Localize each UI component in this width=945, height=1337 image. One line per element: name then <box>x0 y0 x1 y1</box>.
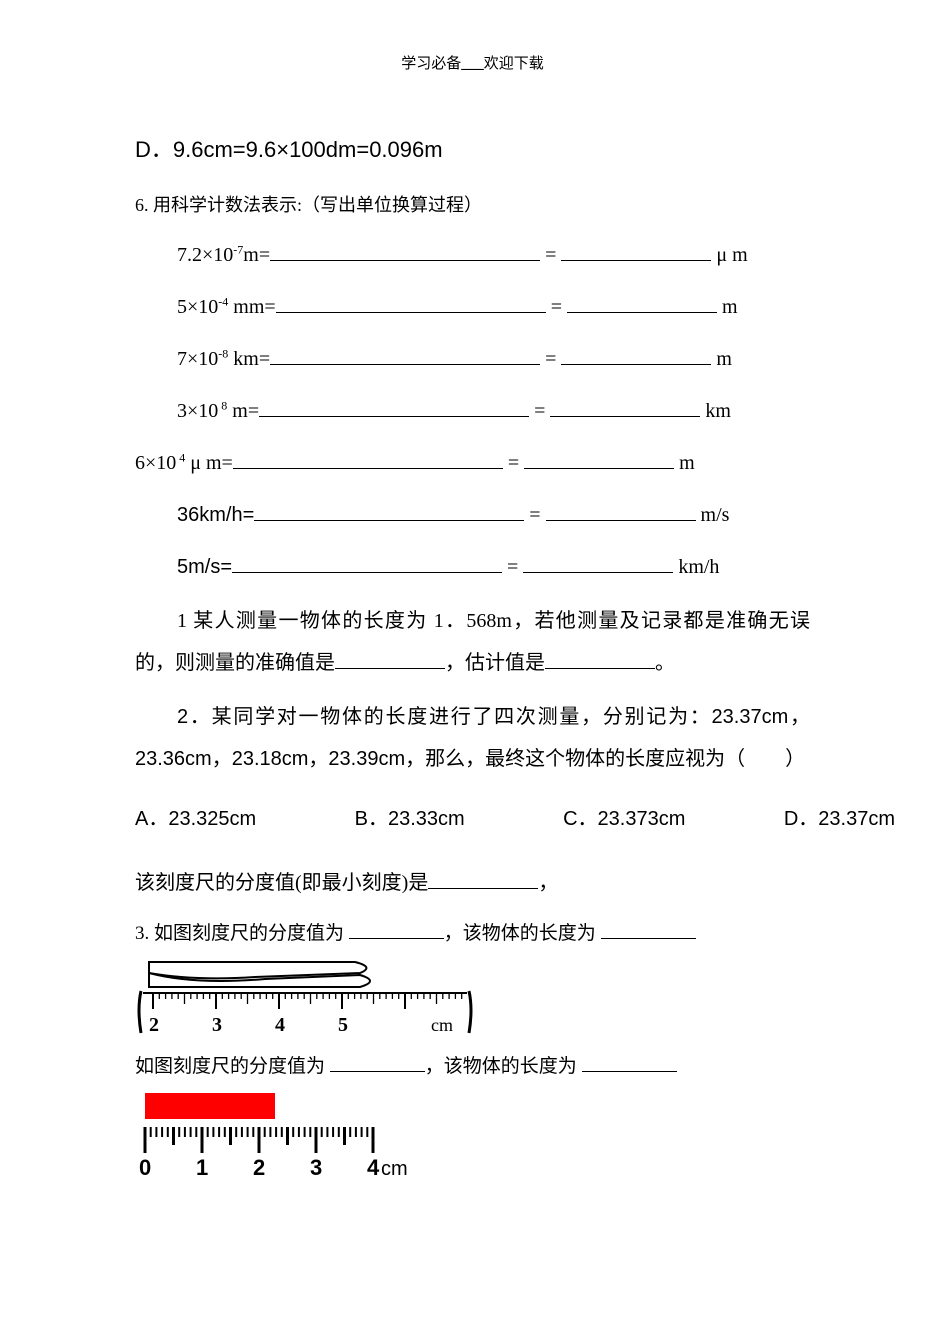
ruler2-svg: 0 1 2 3 4cm <box>135 1091 425 1181</box>
svg-text:0: 0 <box>139 1155 151 1180</box>
q3a-line: 3. 如图刻度尺的分度值为 ，该物体的长度为 <box>135 916 810 952</box>
svg-text:5: 5 <box>338 1014 348 1036</box>
page-header: 学习必备___欢迎下载 <box>135 50 810 79</box>
scale-t1: 该刻度尺的分度值(即最小刻度)是 <box>135 872 428 894</box>
q6-title: 6. 用科学计数法表示:（写出单位换算过程） <box>135 188 810 222</box>
scale-line: 该刻度尺的分度值(即最小刻度)是 ， <box>135 862 810 904</box>
svg-text:1: 1 <box>196 1155 208 1180</box>
q3a-t2: ，该物体的长度为 <box>444 923 601 944</box>
scale-blank <box>428 870 538 889</box>
svg-text:2: 2 <box>149 1014 159 1036</box>
q2-opt-b: B．23.33cm <box>355 800 465 838</box>
q1-para: 1 某人测量一物体的长度为 1．568m，若他测量及记录都是准确无误的，则测量的… <box>135 600 810 684</box>
q3b-blank-1 <box>330 1053 425 1071</box>
q2-opt-c: C．23.373cm <box>563 800 685 838</box>
conversion-line: 3×10 8 m= = km <box>135 392 810 430</box>
q2-options: A．23.325cm B．23.33cm C．23.373cm D．23.37c… <box>135 800 895 838</box>
q2-text: 2．某同学对一物体的长度进行了四次测量，分别记为：23.37cm，23.36cm… <box>135 706 810 770</box>
conversions-block: 7.2×10-7m= = μ m 5×10-4 mm= = m 7×10-8 km=… <box>135 236 810 586</box>
q3b-t2: ，该物体的长度为 <box>425 1056 582 1077</box>
q1-t3: 。 <box>655 652 675 674</box>
ruler2-wrap: 0 1 2 3 4cm <box>135 1091 810 1181</box>
q3b-line: 如图刻度尺的分度值为 ，该物体的长度为 <box>135 1049 810 1085</box>
scale-t2: ， <box>538 872 558 894</box>
q2-opt-d: D．23.37cm <box>784 800 895 838</box>
conversion-line: 5m/s= = km/h <box>135 548 810 586</box>
conversion-line: 7×10-8 km= = m <box>135 340 810 378</box>
header-sep: ___ <box>461 56 484 72</box>
conversion-line: 5×10-4 mm= = m <box>135 288 810 326</box>
option-d-text: D．9.6cm=9.6×100dm=0.096m <box>135 129 810 171</box>
q3a-blank-1 <box>349 921 444 939</box>
q1-blank-1 <box>335 650 445 669</box>
svg-text:4: 4 <box>275 1014 285 1036</box>
q3b-blank-2 <box>582 1053 677 1071</box>
svg-text:cm: cm <box>381 1158 408 1180</box>
q2-para: 2．某同学对一物体的长度进行了四次测量，分别记为：23.37cm，23.36cm… <box>135 696 810 780</box>
q2-opt-a: A．23.325cm <box>135 800 256 838</box>
header-left: 学习必备 <box>401 56 461 72</box>
svg-text:4: 4 <box>367 1155 380 1180</box>
ruler1-wrap: 2 3 4 5 cm <box>135 959 810 1039</box>
q3b-t1: 如图刻度尺的分度值为 <box>135 1056 330 1077</box>
svg-text:2: 2 <box>253 1155 265 1180</box>
q3a-blank-2 <box>601 921 696 939</box>
q1-t2: ，估计值是 <box>445 652 545 674</box>
ruler1-svg: 2 3 4 5 cm <box>135 959 475 1039</box>
q1-blank-2 <box>545 650 655 669</box>
svg-text:3: 3 <box>310 1155 322 1180</box>
conversion-line: 6×10 4 μ m= = m <box>135 444 810 482</box>
header-right: 欢迎下载 <box>484 56 544 72</box>
svg-text:cm: cm <box>431 1015 453 1035</box>
conversion-line: 36km/h= = m/s <box>135 496 810 534</box>
document-page: 学习必备___欢迎下载 D．9.6cm=9.6×100dm=0.096m 6. … <box>0 0 945 1251</box>
conversion-line: 7.2×10-7m= = μ m <box>135 236 810 274</box>
svg-text:3: 3 <box>212 1014 222 1036</box>
q3a-t1: 3. 如图刻度尺的分度值为 <box>135 923 349 944</box>
